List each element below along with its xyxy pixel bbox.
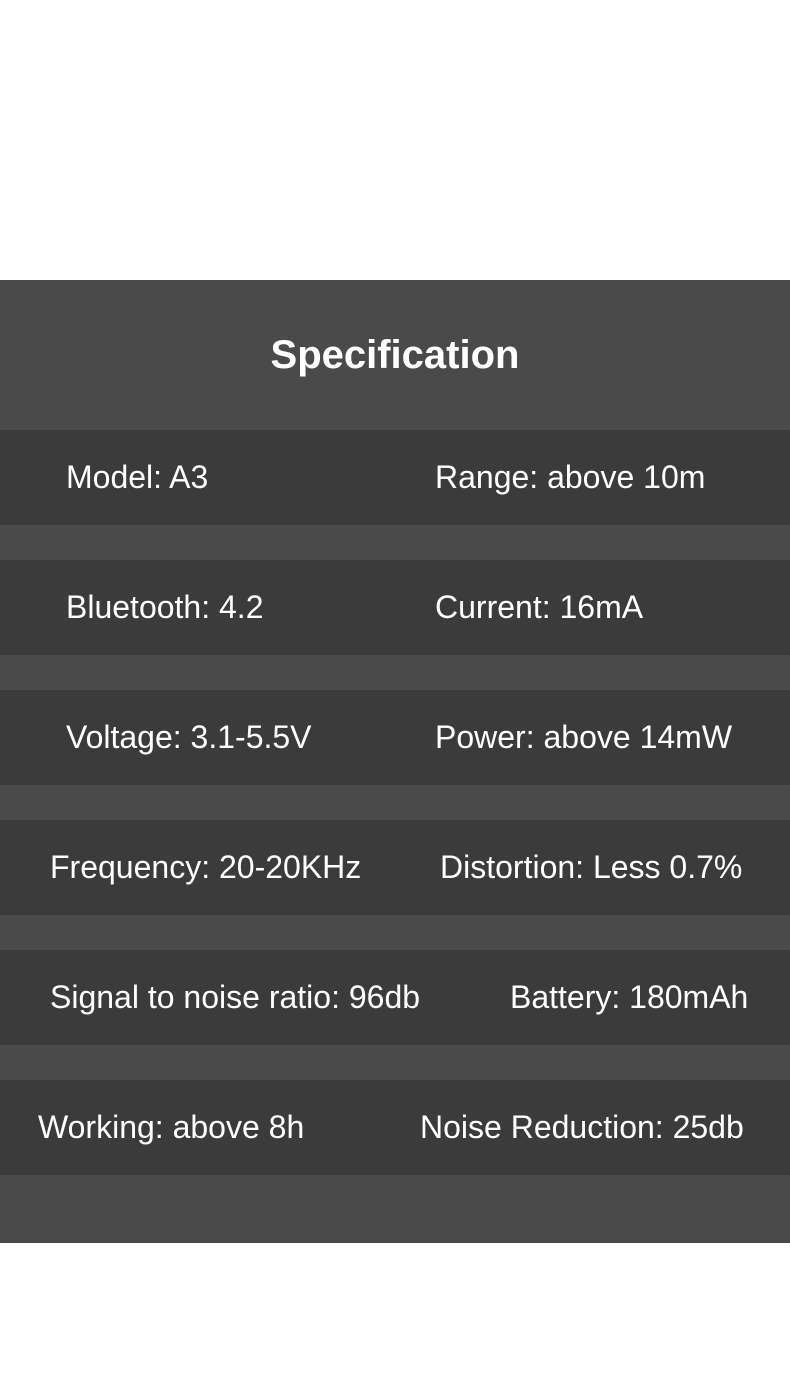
spec-cell-right: Noise Reduction: 25db <box>420 1109 790 1146</box>
spec-row: Model: A3 Range: above 10m <box>0 430 790 525</box>
spec-cell-left: Voltage: 3.1-5.5V <box>0 719 435 756</box>
spec-cell-right: Battery: 180mAh <box>510 979 790 1016</box>
row-gap <box>0 525 790 560</box>
title-bar: Specification <box>0 280 790 430</box>
row-gap <box>0 915 790 950</box>
spec-cell-right: Range: above 10m <box>435 459 790 496</box>
row-gap <box>0 1045 790 1080</box>
spec-cell-left: Model: A3 <box>0 459 435 496</box>
spec-cell-left: Bluetooth: 4.2 <box>0 589 435 626</box>
spec-cell-left: Working: above 8h <box>0 1109 420 1146</box>
spec-cell-right: Current: 16mA <box>435 589 790 626</box>
spec-row: Working: above 8h Noise Reduction: 25db <box>0 1080 790 1175</box>
spec-cell-left: Frequency: 20-20KHz <box>0 849 440 886</box>
spec-row: Signal to noise ratio: 96db Battery: 180… <box>0 950 790 1045</box>
spec-cell-left: Signal to noise ratio: 96db <box>0 979 510 1016</box>
spec-panel: Specification Model: A3 Range: above 10m… <box>0 280 790 1243</box>
spec-cell-right: Distortion: Less 0.7% <box>440 849 790 886</box>
spec-row: Voltage: 3.1-5.5V Power: above 14mW <box>0 690 790 785</box>
spec-cell-right: Power: above 14mW <box>435 719 790 756</box>
spec-row: Bluetooth: 4.2 Current: 16mA <box>0 560 790 655</box>
row-gap <box>0 785 790 820</box>
spec-row: Frequency: 20-20KHz Distortion: Less 0.7… <box>0 820 790 915</box>
row-gap <box>0 655 790 690</box>
footer-gap <box>0 1175 790 1243</box>
spec-title: Specification <box>271 333 520 378</box>
